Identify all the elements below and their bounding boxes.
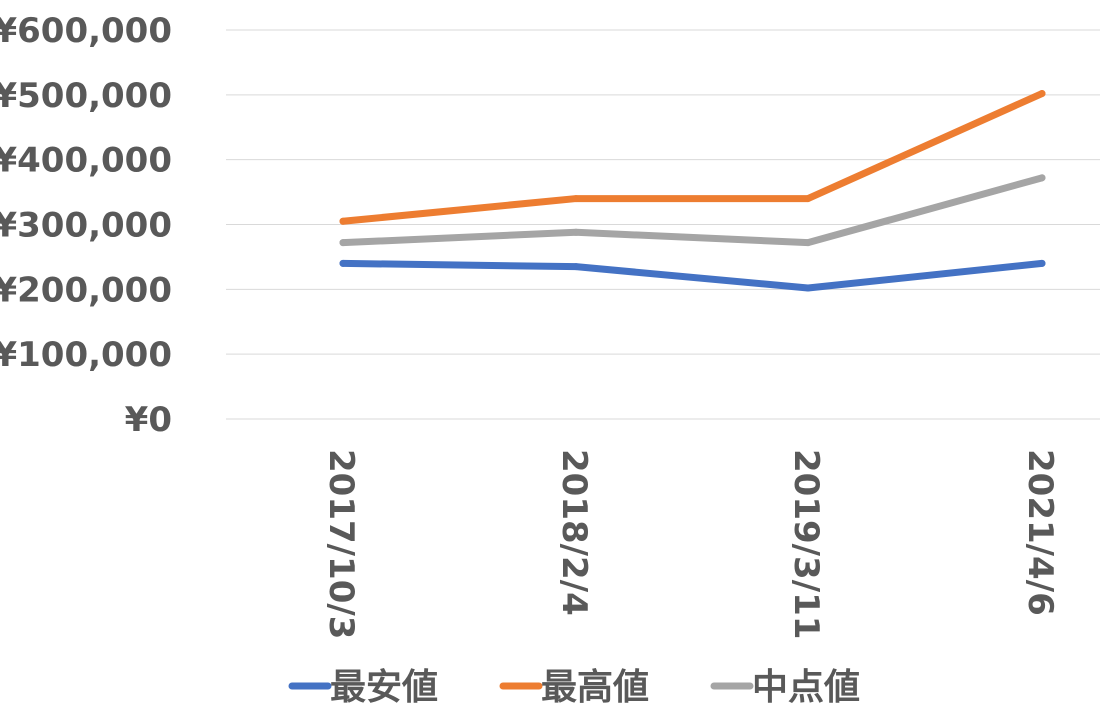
data-point xyxy=(804,195,812,203)
x-axis-tick-labels: 2017/10/3 2018/2/4 2019/3/11 2021/4/6 xyxy=(321,449,1060,639)
series-line-1 xyxy=(339,90,1046,225)
y-tick-label: ¥0 xyxy=(125,400,172,440)
series-line-2 xyxy=(339,174,1046,247)
y-tick-label: ¥300,000 xyxy=(0,206,172,246)
data-point xyxy=(572,228,580,236)
legend-label: 最高値 xyxy=(541,667,649,708)
x-tick-label: 2021/4/6 xyxy=(1020,449,1060,616)
x-tick-label: 2017/10/3 xyxy=(321,449,361,639)
y-tick-label: ¥200,000 xyxy=(0,270,172,310)
data-point xyxy=(1038,90,1046,98)
y-tick-label: ¥600,000 xyxy=(0,11,172,51)
legend-label: 最安値 xyxy=(330,667,438,708)
legend-label: 中点値 xyxy=(752,667,860,708)
series-lines xyxy=(339,90,1046,292)
data-point xyxy=(804,284,812,292)
legend-item: 最安値 xyxy=(288,667,438,708)
x-tick-label: 2019/3/11 xyxy=(786,449,826,639)
y-tick-label: ¥500,000 xyxy=(0,76,172,116)
y-tick-label: ¥400,000 xyxy=(0,141,172,181)
data-point xyxy=(339,217,347,225)
x-tick-label: 2018/2/4 xyxy=(554,449,594,616)
y-axis-tick-labels: ¥0 ¥100,000 ¥200,000 ¥300,000 ¥400,000 ¥500,0… xyxy=(0,11,172,440)
legend-item: 最高値 xyxy=(499,667,649,708)
data-point xyxy=(339,259,347,267)
data-point xyxy=(804,239,812,247)
legend: 最安値 最高値 中点値 xyxy=(288,667,860,708)
legend-item: 中点値 xyxy=(710,667,860,708)
data-point xyxy=(572,263,580,271)
data-point xyxy=(1038,174,1046,182)
data-point xyxy=(572,195,580,203)
y-tick-label: ¥100,000 xyxy=(0,335,172,375)
gridlines xyxy=(226,29,1100,420)
data-point xyxy=(339,239,347,247)
series-line-0 xyxy=(339,259,1046,292)
data-point xyxy=(1038,259,1046,267)
